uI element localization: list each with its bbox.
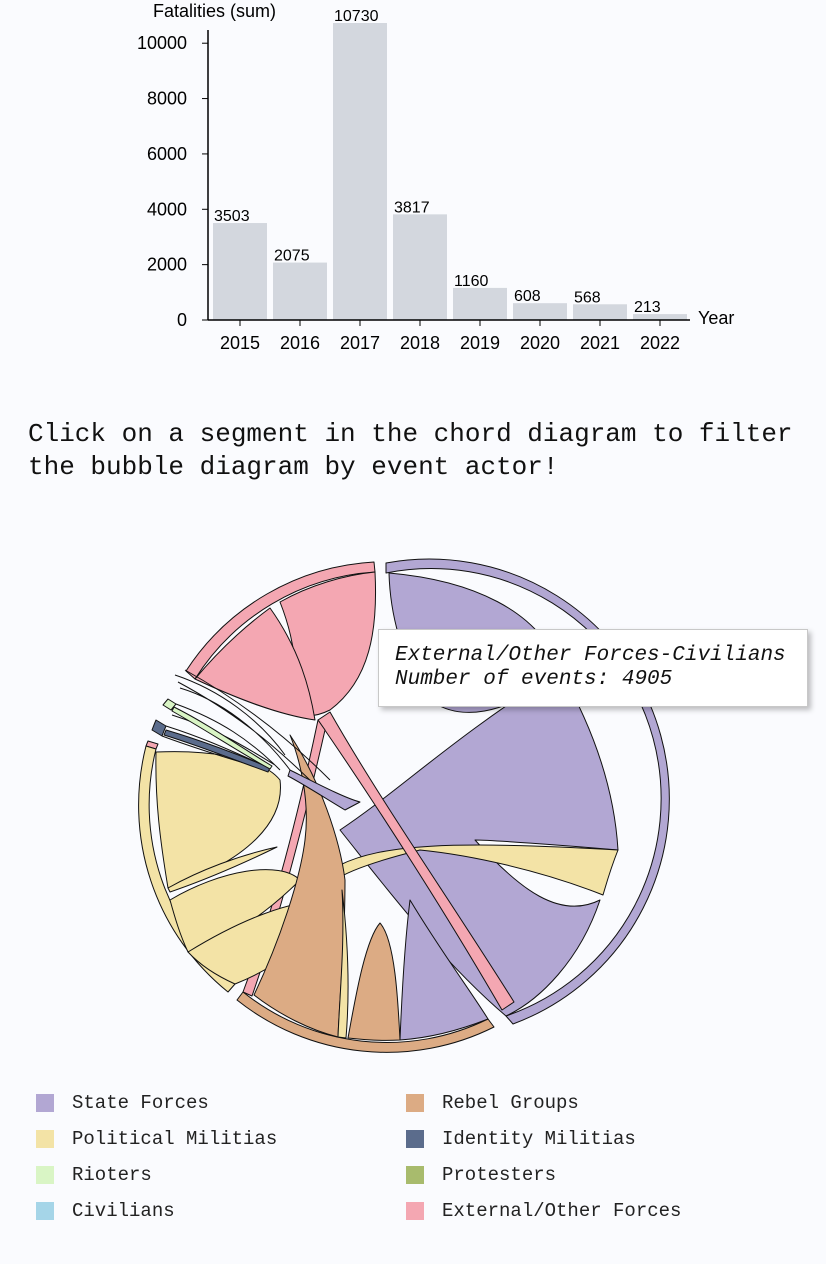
chord-ribbon-political-lower[interactable] xyxy=(169,869,301,953)
legend-swatch-civilians xyxy=(36,1202,54,1220)
legend-item-external-other-forces: External/Other Forces xyxy=(406,1199,681,1223)
bar-2016 xyxy=(273,262,327,320)
legend-item-civilians: Civilians xyxy=(36,1199,175,1223)
chord-ribbon-external-state[interactable] xyxy=(317,711,515,1011)
chord-ribbon-rioters[interactable] xyxy=(171,706,273,770)
legend-label-civilians: Civilians xyxy=(72,1200,175,1222)
legend-swatch-political-militias xyxy=(36,1130,54,1148)
legend-swatch-rebel-groups xyxy=(406,1094,424,1112)
legend-item-political-militias: Political Militias xyxy=(36,1127,277,1151)
bar-value-label-2015: 3503 xyxy=(214,208,250,225)
legend-label-rioters: Rioters xyxy=(72,1164,152,1186)
chord-ribbon-identity[interactable] xyxy=(163,729,271,773)
chord-ribbon-political-rebel-thin[interactable] xyxy=(337,889,349,1039)
legend-label-state-forces: State Forces xyxy=(72,1092,209,1114)
bar-value-label-2019: 1160 xyxy=(454,273,489,290)
chord-ribbon-political-spike[interactable] xyxy=(167,846,278,893)
chord-ribbon-political-state[interactable] xyxy=(334,844,619,896)
legend-swatch-state-forces xyxy=(36,1094,54,1112)
instruction-text: Click on a segment in the chord diagram … xyxy=(28,419,809,482)
x-tick-label-2020: 2020 xyxy=(520,333,560,353)
bar-value-label-2020: 608 xyxy=(514,288,541,305)
bar-value-label-2021: 568 xyxy=(574,289,601,306)
bar-value-label-2017: 10730 xyxy=(334,8,379,25)
x-axis-label: Year xyxy=(698,308,734,328)
y-tick-label-6000: 6000 xyxy=(147,144,187,164)
bar-value-label-2018: 3817 xyxy=(394,199,430,216)
y-axis-label: Fatalities (sum) xyxy=(153,1,276,21)
y-tick-label-8000: 8000 xyxy=(147,89,187,109)
y-tick-label-4000: 4000 xyxy=(147,199,187,219)
bar-2021 xyxy=(573,304,627,320)
legend-swatch-protesters xyxy=(406,1166,424,1184)
x-tick-label-2018: 2018 xyxy=(400,333,440,353)
y-tick-label-2000: 2000 xyxy=(147,255,187,275)
chord-ribbon-external-left[interactable] xyxy=(194,607,316,721)
bar-2018 xyxy=(393,214,447,320)
bar-2015 xyxy=(213,223,267,320)
x-tick-label-2019: 2019 xyxy=(460,333,500,353)
legend-label-external-other-forces: External/Other Forces xyxy=(442,1200,682,1222)
bar-2017 xyxy=(333,23,387,320)
chord-arc-identity-militias[interactable] xyxy=(151,719,167,737)
chord-ribbon-rebel-spike[interactable] xyxy=(347,922,401,1041)
bar-value-label-2022: 213 xyxy=(634,299,661,316)
tooltip-events: Number of events: 4905 xyxy=(395,668,673,691)
x-tick-label-2016: 2016 xyxy=(280,333,320,353)
x-tick-label-2015: 2015 xyxy=(220,333,260,353)
legend-item-rebel-groups: Rebel Groups xyxy=(406,1091,579,1115)
legend-item-identity-militias: Identity Militias xyxy=(406,1127,636,1151)
tooltip-title: External/Other Forces-Civilians xyxy=(395,644,786,667)
chord-ribbon-state-rebel[interactable] xyxy=(399,899,489,1041)
legend-label-protesters: Protesters xyxy=(442,1164,557,1186)
bar-2022 xyxy=(633,314,687,320)
legend-swatch-identity-militias xyxy=(406,1130,424,1148)
legend-label-rebel-groups: Rebel Groups xyxy=(442,1092,579,1114)
chord-tooltip: External/Other Forces-Civilians Number o… xyxy=(378,629,808,707)
x-tick-label-2017: 2017 xyxy=(340,333,380,353)
legend-swatch-external-other-forces xyxy=(406,1202,424,1220)
legend-label-political-militias: Political Militias xyxy=(72,1128,278,1150)
bar-value-label-2016: 2075 xyxy=(274,248,310,265)
chord-ribbon-thin-lines[interactable] xyxy=(161,669,331,791)
bar-2020 xyxy=(513,303,567,320)
legend-label-identity-militias: Identity Militias xyxy=(442,1128,636,1150)
x-tick-label-2021: 2021 xyxy=(580,333,620,353)
chord-ribbon-civilians-state[interactable] xyxy=(287,769,361,811)
fatalities-bar-chart: Fatalities (sum) 3503 2075 10730 3817 1160 60… xyxy=(137,1,734,353)
bar-2019 xyxy=(453,287,507,320)
legend-item-state-forces: State Forces xyxy=(36,1091,209,1115)
x-tick-label-2022: 2022 xyxy=(640,333,680,353)
y-tick-label-10000: 10000 xyxy=(137,33,187,53)
legend-item-protesters: Protesters xyxy=(406,1163,556,1187)
y-tick-label-0: 0 xyxy=(177,310,187,330)
chord-arc-rebel-groups[interactable] xyxy=(236,991,495,1053)
legend-item-rioters: Rioters xyxy=(36,1163,152,1187)
chord-diagram[interactable] xyxy=(0,540,826,1070)
legend-swatch-rioters xyxy=(36,1166,54,1184)
